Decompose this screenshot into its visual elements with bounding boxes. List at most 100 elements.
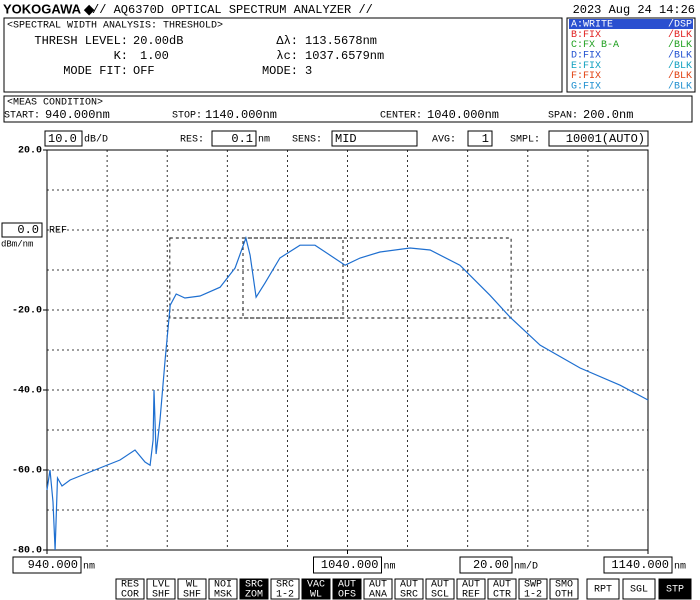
- softkey-bottom: OFS: [338, 590, 356, 600]
- x-box[interactable]: [603, 556, 673, 574]
- label: λc:: [276, 49, 298, 63]
- trace-name: G:FIX: [571, 81, 601, 92]
- softkey-top: AUT: [462, 580, 480, 591]
- value: OFF: [133, 64, 155, 78]
- trace-name: B:FIX: [571, 30, 601, 41]
- field[interactable]: [548, 130, 649, 147]
- label: K:: [114, 49, 128, 63]
- label: SMPL:: [510, 135, 540, 146]
- softkey-bottom: ANA: [369, 590, 387, 600]
- softkey[interactable]: [301, 578, 331, 600]
- y-tick-label: -20.0: [12, 306, 42, 317]
- analysis-panel: [3, 17, 563, 93]
- softkey-top: NOI: [214, 580, 232, 591]
- x-box[interactable]: [12, 556, 82, 574]
- y-tick-label: 20.0: [18, 146, 42, 157]
- run-key[interactable]: [586, 578, 620, 600]
- x-tick-label: 940.000: [28, 558, 78, 572]
- label: MODE FIT:: [63, 64, 128, 78]
- softkey-top: RES: [121, 580, 139, 591]
- softkey-bottom: SHF: [183, 590, 201, 600]
- field[interactable]: [44, 130, 83, 147]
- field[interactable]: [331, 130, 418, 147]
- label: RES:: [180, 135, 204, 146]
- label: START:: [4, 111, 40, 122]
- trace-state: /BLK: [668, 39, 692, 51]
- softkeys: RESCORLVLSHFWLSHFNOIMSKSRCZOMSRC1-2VACWL…: [115, 578, 692, 600]
- brand: YOKOGAWA ◆: [3, 1, 95, 16]
- softkey-top: VAC: [307, 580, 325, 591]
- div-box[interactable]: [459, 556, 513, 574]
- softkey-bottom: SHF: [152, 590, 170, 600]
- y-tick-label: -60.0: [12, 466, 42, 477]
- softkey[interactable]: [239, 578, 269, 600]
- value: 1040.000nm: [427, 108, 499, 122]
- x-box[interactable]: [313, 556, 382, 574]
- softkey[interactable]: [115, 578, 145, 600]
- trace-state: /BLK: [668, 60, 692, 72]
- trace-state: /BLK: [668, 50, 692, 62]
- ref-box[interactable]: [1, 222, 43, 238]
- softkey[interactable]: [146, 578, 176, 600]
- meas-panel: [3, 95, 693, 123]
- x-tick-label: 1140.000: [611, 558, 669, 572]
- y-tick-label: -80.0: [12, 546, 42, 557]
- ref-level: 0.0: [17, 223, 39, 237]
- model: // AQ6370D OPTICAL SPECTRUM ANALYZER //: [92, 3, 373, 17]
- label: Δλ:: [276, 34, 298, 48]
- trace-state: /BLK: [668, 70, 692, 82]
- run-key[interactable]: [622, 578, 656, 600]
- softkey-bottom: CTR: [493, 590, 511, 600]
- value: 20.00dB: [133, 34, 183, 48]
- softkey-top: SRC: [276, 580, 294, 591]
- field[interactable]: [211, 130, 257, 147]
- softkey[interactable]: [425, 578, 455, 600]
- value: 940.000nm: [45, 108, 110, 122]
- label: SENS:: [292, 135, 322, 146]
- softkey[interactable]: [456, 578, 486, 600]
- softkey-bottom: SCL: [431, 590, 449, 600]
- softkey-bottom: OTH: [555, 590, 573, 600]
- label: THRESH LEVEL:: [34, 34, 128, 48]
- softkey[interactable]: [270, 578, 300, 600]
- datetime: 2023 Aug 24 14:26: [573, 3, 695, 17]
- label: SPAN:: [548, 111, 578, 122]
- unit: nm: [258, 135, 270, 146]
- sens: MID: [335, 132, 357, 146]
- softkey[interactable]: [332, 578, 362, 600]
- mode-box: [242, 237, 344, 319]
- softkey-bottom: 1-2: [276, 590, 294, 600]
- softkey[interactable]: [518, 578, 548, 600]
- softkey[interactable]: [177, 578, 207, 600]
- y-tick-label: -40.0: [12, 386, 42, 397]
- label: MODE:: [262, 64, 298, 78]
- softkey[interactable]: [363, 578, 393, 600]
- softkey[interactable]: [549, 578, 579, 600]
- meas-title: <MEAS CONDITION>: [7, 98, 103, 109]
- label: AVG:: [432, 135, 456, 146]
- softkey-bottom: MSK: [214, 590, 232, 600]
- label: CENTER:: [380, 111, 422, 122]
- trace-name: A:WRITE: [571, 20, 613, 31]
- softkey-top: AUT: [431, 580, 449, 591]
- label: STOP:: [172, 111, 202, 122]
- trace-panel: [566, 17, 696, 93]
- trace-name: F:FIX: [571, 71, 601, 82]
- value: 3: [305, 64, 312, 78]
- run-key[interactable]: [658, 578, 692, 600]
- softkey-top: AUT: [369, 580, 387, 591]
- softkey-bottom: WL: [310, 590, 322, 600]
- softkey-top: SMO: [555, 580, 573, 591]
- softkey-bottom: 1-2: [524, 590, 542, 600]
- y-unit: dBm/nm: [1, 239, 33, 249]
- softkey-top: SWP: [524, 580, 542, 591]
- trace-name: E:FIX: [571, 61, 601, 72]
- softkey[interactable]: [487, 578, 517, 600]
- softkey[interactable]: [394, 578, 424, 600]
- softkey[interactable]: [208, 578, 238, 600]
- field[interactable]: [467, 130, 493, 147]
- analysis-title: <SPECTRAL WIDTH ANALYSIS: THRESHOLD>: [7, 21, 223, 32]
- res: 0.1: [231, 132, 253, 146]
- x-unit: nm: [384, 562, 396, 573]
